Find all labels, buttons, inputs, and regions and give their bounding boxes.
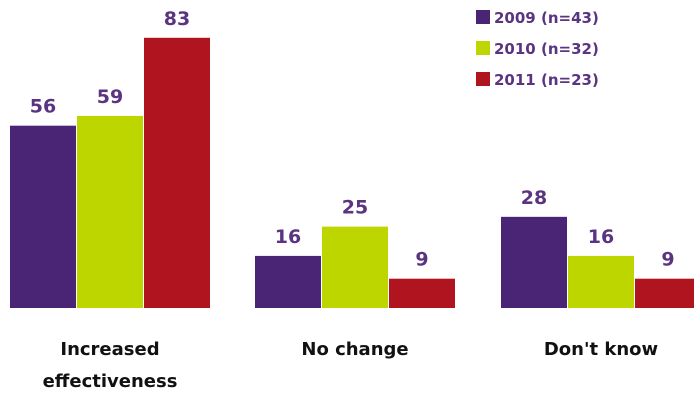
value-label-increased-effectiveness-2009: 56 (30, 96, 56, 118)
legend-swatch-2011 (476, 72, 490, 86)
bar-don-t-know-2010 (568, 255, 634, 308)
category-labels-layer: Increased effectiveness No change Don't kno… (43, 339, 659, 392)
legend-label-2011: 2011 (n=23) (494, 71, 599, 89)
value-label-don-t-know-2011: 9 (661, 249, 674, 271)
legend-label-2009: 2009 (n=43) (494, 9, 599, 27)
legend-label-2010: 2010 (n=32) (494, 40, 599, 58)
bar-don-t-know-2011 (635, 278, 694, 308)
bar-increased-effectiveness-2009 (10, 125, 76, 308)
value-label-no-change-2010: 25 (342, 197, 368, 219)
bar-no-change-2011 (389, 278, 455, 308)
bar-don-t-know-2009 (501, 216, 567, 308)
legend: 2009 (n=43) 2010 (n=32) 2011 (n=23) (476, 9, 599, 89)
category-label-no-change: No change (301, 339, 408, 360)
category-label-don-t-know: Don't know (544, 339, 658, 360)
value-label-increased-effectiveness-2011: 83 (164, 8, 190, 30)
bar-no-change-2009 (255, 255, 321, 308)
category-label-increased-effectiveness-line-1: Increased (60, 339, 159, 360)
value-label-no-change-2009: 16 (275, 226, 301, 248)
bars-layer (10, 37, 694, 309)
value-label-no-change-2011: 9 (415, 249, 428, 271)
legend-swatch-2010 (476, 41, 490, 55)
value-label-don-t-know-2009: 28 (521, 187, 547, 209)
value-label-don-t-know-2010: 16 (588, 226, 614, 248)
category-label-increased-effectiveness-line-2: effectiveness (43, 371, 178, 392)
legend-swatch-2009 (476, 10, 490, 24)
bar-increased-effectiveness-2011 (144, 37, 210, 309)
bar-increased-effectiveness-2010 (77, 115, 143, 308)
bar-no-change-2010 (322, 226, 388, 308)
value-labels-layer: 56 59 83 16 25 9 28 16 9 (30, 8, 675, 271)
value-label-increased-effectiveness-2010: 59 (97, 86, 123, 108)
